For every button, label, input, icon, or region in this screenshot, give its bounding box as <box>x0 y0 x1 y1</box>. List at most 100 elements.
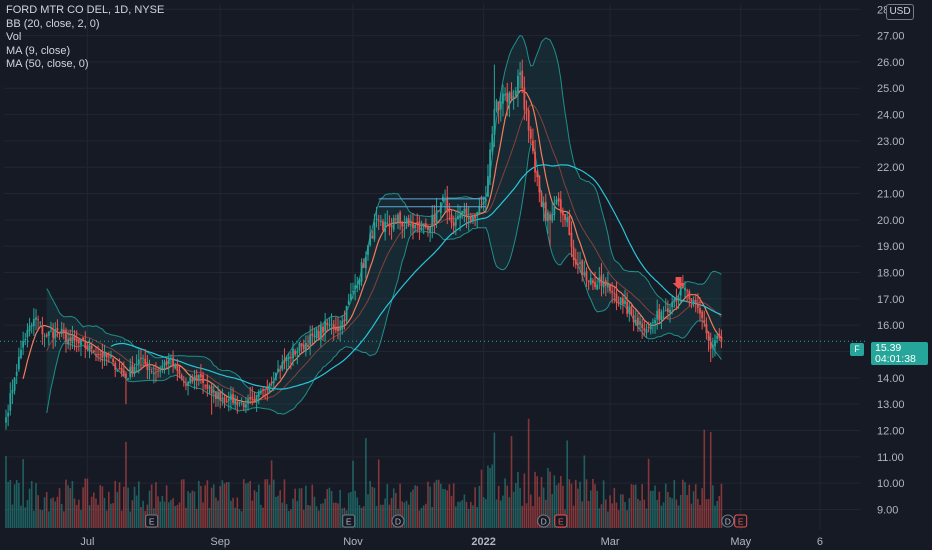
candle[interactable] <box>673 298 676 301</box>
y-tick-label[interactable]: 24.00 <box>877 110 905 122</box>
candle[interactable] <box>54 329 57 338</box>
candle[interactable] <box>504 94 506 96</box>
candle[interactable] <box>161 365 164 369</box>
candle[interactable] <box>281 361 284 370</box>
candle[interactable] <box>358 279 361 286</box>
candle[interactable] <box>699 308 701 314</box>
ma50-legend[interactable]: MA (50, close, 0) <box>6 58 89 70</box>
candle[interactable] <box>277 368 279 372</box>
candle[interactable] <box>463 208 466 214</box>
candle[interactable] <box>617 302 620 304</box>
candle[interactable] <box>369 233 372 245</box>
candle[interactable] <box>536 171 539 177</box>
candle[interactable] <box>144 358 147 365</box>
candle[interactable] <box>484 198 487 202</box>
candle[interactable] <box>583 272 586 276</box>
candle[interactable] <box>457 215 459 220</box>
candle[interactable] <box>180 374 183 379</box>
candle[interactable] <box>386 222 389 225</box>
candle[interactable] <box>630 306 633 315</box>
candle[interactable] <box>532 140 534 152</box>
candle[interactable] <box>493 109 496 135</box>
candle[interactable] <box>240 401 243 403</box>
candle[interactable] <box>262 389 264 391</box>
candle[interactable] <box>137 359 140 365</box>
candle[interactable] <box>347 300 350 305</box>
candle[interactable] <box>392 218 395 230</box>
candle[interactable] <box>146 362 149 370</box>
candle[interactable] <box>69 337 72 341</box>
event-marker[interactable] <box>537 514 551 528</box>
candle[interactable] <box>309 334 312 345</box>
candle[interactable] <box>155 371 157 373</box>
candle[interactable] <box>84 342 87 349</box>
candle[interactable] <box>679 285 682 296</box>
candle[interactable] <box>245 404 247 408</box>
candle[interactable] <box>549 214 551 220</box>
y-tick-label[interactable]: 26.00 <box>877 57 905 69</box>
candle[interactable] <box>489 149 491 178</box>
candle[interactable] <box>701 311 704 319</box>
candle[interactable] <box>435 209 438 224</box>
candle[interactable] <box>163 362 166 366</box>
candle[interactable] <box>172 357 174 367</box>
candle[interactable] <box>405 218 408 224</box>
candle[interactable] <box>99 354 102 355</box>
y-tick-label[interactable]: 20.00 <box>877 215 905 227</box>
candle[interactable] <box>193 376 196 382</box>
candle[interactable] <box>514 90 517 96</box>
candle[interactable] <box>566 217 569 223</box>
candle[interactable] <box>32 318 35 327</box>
candle[interactable] <box>43 335 46 337</box>
candle[interactable] <box>133 367 136 374</box>
y-tick-label[interactable]: 23.00 <box>877 136 905 148</box>
candle[interactable] <box>122 370 125 377</box>
candle[interactable] <box>688 291 691 300</box>
candle[interactable] <box>716 335 719 340</box>
candle[interactable] <box>150 371 153 372</box>
candle[interactable] <box>230 394 232 400</box>
candle[interactable] <box>594 282 596 288</box>
candle[interactable] <box>564 214 566 221</box>
candle[interactable] <box>677 297 680 300</box>
candle[interactable] <box>506 92 509 102</box>
candle[interactable] <box>247 399 249 404</box>
candle[interactable] <box>600 275 603 286</box>
candle[interactable] <box>223 397 226 402</box>
candle[interactable] <box>450 214 453 223</box>
candle[interactable] <box>684 287 686 291</box>
candle[interactable] <box>328 324 331 326</box>
candle[interactable] <box>446 196 449 212</box>
event-marker[interactable] <box>734 514 748 528</box>
candle[interactable] <box>322 326 324 333</box>
candle[interactable] <box>377 220 380 222</box>
candle[interactable] <box>579 262 581 264</box>
candle[interactable] <box>24 339 27 340</box>
candle[interactable] <box>621 298 624 305</box>
candle[interactable] <box>253 398 256 402</box>
candle[interactable] <box>88 344 91 352</box>
candle[interactable] <box>30 324 33 327</box>
candle[interactable] <box>654 320 656 324</box>
candle[interactable] <box>388 224 391 227</box>
candle[interactable] <box>311 333 314 336</box>
candle[interactable] <box>324 321 327 332</box>
candle[interactable] <box>538 175 541 193</box>
candle[interactable] <box>562 212 564 216</box>
candle[interactable] <box>37 319 40 321</box>
candle[interactable] <box>304 342 307 352</box>
candle[interactable] <box>5 417 7 423</box>
candle[interactable] <box>472 215 474 221</box>
candle[interactable] <box>289 357 292 359</box>
candlesticks[interactable] <box>5 59 723 430</box>
candle[interactable] <box>118 368 121 370</box>
candle[interactable] <box>596 284 599 290</box>
candle[interactable] <box>319 325 322 340</box>
candle[interactable] <box>60 328 63 335</box>
candle[interactable] <box>375 218 378 221</box>
candle[interactable] <box>17 356 20 370</box>
candle[interactable] <box>75 338 78 342</box>
candle[interactable] <box>517 75 519 93</box>
candle[interactable] <box>692 300 695 303</box>
candle[interactable] <box>542 202 545 209</box>
